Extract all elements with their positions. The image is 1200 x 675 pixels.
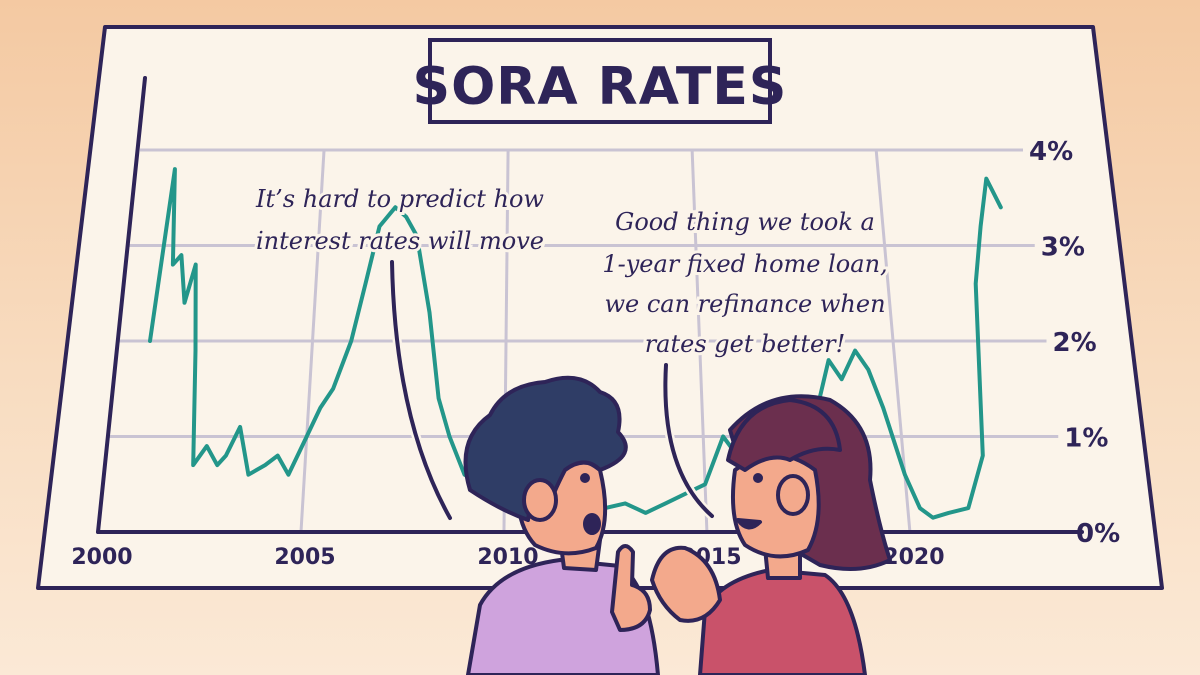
girl-bangs xyxy=(726,398,842,472)
boy-eye xyxy=(580,473,590,483)
y-tick-label: 3% xyxy=(1041,233,1085,263)
girl-hands xyxy=(650,545,722,623)
girl-character xyxy=(650,394,892,675)
speech-right-line-1: Good thing we took a xyxy=(615,208,875,236)
boy-character xyxy=(463,375,660,675)
chart-board xyxy=(36,25,1164,590)
y-tick-label: 4% xyxy=(1029,137,1073,167)
y-tick-label: 1% xyxy=(1064,424,1108,454)
x-tick-label: 2000 xyxy=(71,545,132,570)
girl-eye xyxy=(753,473,763,483)
speech-left: It’s hard to predict how interest rates … xyxy=(252,182,547,523)
boy-ear xyxy=(522,478,558,522)
speech-right: Good thing we took a 1-year fixed home l… xyxy=(599,205,891,521)
speech-right-tail-ink xyxy=(663,363,714,518)
speech-left-tail-ink xyxy=(390,260,452,520)
boy-hand xyxy=(610,544,652,632)
title-box: SORA RATES xyxy=(413,38,788,124)
speech-right-line-3: we can refinance when xyxy=(604,290,885,318)
speech-left-line-2: interest rates will move xyxy=(256,227,544,255)
speech-right-line-2: 1-year fixed home loan, xyxy=(602,250,887,278)
gridline-v xyxy=(690,149,709,533)
gridline-v xyxy=(299,149,326,533)
speech-left-line-1: It’s hard to predict how xyxy=(255,185,544,213)
x-tick-label: 2005 xyxy=(274,545,335,570)
chart-title: SORA RATES xyxy=(413,57,788,117)
x-tick-label: 2020 xyxy=(883,545,944,570)
y-tick-label: 2% xyxy=(1053,328,1097,358)
speech-right-line-4: rates get better! xyxy=(645,330,846,358)
girl-mouth xyxy=(736,518,762,530)
chart-grid xyxy=(108,148,1059,533)
y-tick-label: 0% xyxy=(1076,519,1120,549)
boy-mouth xyxy=(583,513,601,535)
y-axis xyxy=(96,76,147,534)
girl-ear xyxy=(776,474,810,516)
